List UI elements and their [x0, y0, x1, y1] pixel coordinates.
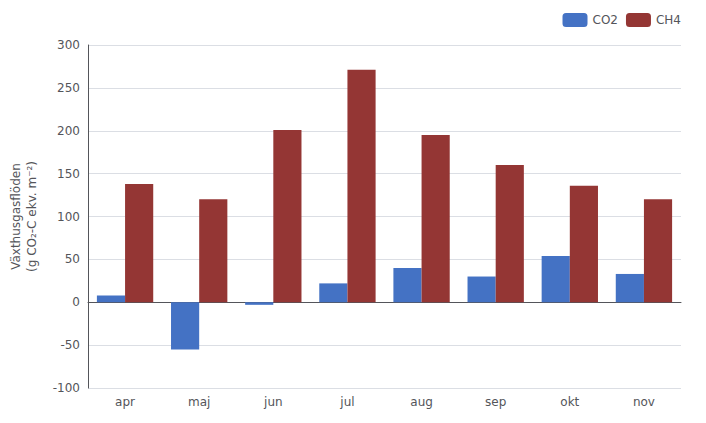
svg-text:okt: okt [560, 395, 579, 409]
svg-text:apr: apr [115, 395, 135, 409]
svg-text:50: 50 [65, 252, 80, 266]
svg-text:150: 150 [57, 167, 80, 181]
svg-text:jul: jul [339, 395, 354, 409]
svg-text:CH4: CH4 [656, 13, 681, 27]
svg-text:CO2: CO2 [593, 13, 618, 27]
svg-text:-50: -50 [60, 338, 80, 352]
svg-text:jun: jun [263, 395, 283, 409]
svg-text:aug: aug [410, 395, 433, 409]
svg-text:Växthusgasflöden: Växthusgasflöden [9, 163, 23, 270]
svg-text:250: 250 [57, 81, 80, 95]
svg-text:0: 0 [72, 295, 80, 309]
svg-text:100: 100 [57, 210, 80, 224]
svg-text:300: 300 [57, 38, 80, 52]
svg-text:maj: maj [188, 395, 210, 409]
svg-text:(g CO₂-C ekv. m⁻²): (g CO₂-C ekv. m⁻²) [25, 161, 39, 272]
svg-text:-100: -100 [53, 381, 80, 395]
svg-text:nov: nov [633, 395, 655, 409]
svg-text:sep: sep [485, 395, 506, 409]
svg-text:200: 200 [57, 124, 80, 138]
